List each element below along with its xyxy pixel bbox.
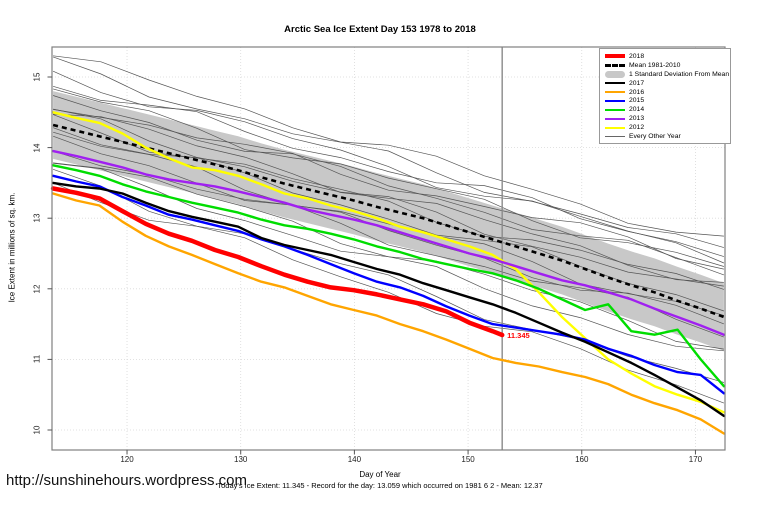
- legend-label: 2014: [629, 106, 645, 114]
- year-line: [52, 114, 725, 290]
- legend-swatch-icon: [605, 63, 625, 67]
- series-2017: [51, 181, 726, 418]
- legend-swatch-icon: [605, 91, 625, 93]
- legend-label: 1 Standard Deviation From Mean: [629, 70, 730, 78]
- stats-caption: Today's Ice Extent: 11.345 - Record for …: [217, 481, 543, 490]
- legend-swatch-icon: [605, 126, 625, 129]
- year-line: [52, 70, 725, 264]
- y-tick-label: 15: [32, 72, 42, 82]
- year-line: [53, 85, 725, 257]
- std-dev-band: [53, 91, 724, 351]
- y-tick-label: 13: [32, 213, 42, 223]
- legend-swatch-icon: [605, 99, 625, 102]
- year-line: [52, 56, 724, 248]
- y-tick-label: 11: [32, 355, 42, 364]
- legend-item: 2014: [605, 105, 728, 114]
- year-line: [53, 109, 724, 270]
- legend-swatch-icon: [605, 82, 625, 85]
- legend-label: 2012: [629, 124, 645, 132]
- year-line: [52, 95, 725, 276]
- legend-label: Every Other Year: [629, 132, 681, 140]
- site-url: http://sunshinehours.wordpress.com: [6, 472, 247, 489]
- legend-item: 1 Standard Deviation From Mean: [605, 70, 730, 79]
- legend-item: Every Other Year: [605, 132, 728, 141]
- x-tick-label: 160: [575, 455, 589, 464]
- legend-label: 2013: [629, 115, 645, 123]
- year-line: [53, 88, 724, 267]
- series-2014: [51, 164, 726, 388]
- legend-swatch-icon: [605, 108, 625, 111]
- year-line: [53, 131, 724, 316]
- plot-border: [51, 46, 726, 451]
- legend-item: 2013: [605, 114, 728, 123]
- series-2016: [51, 192, 726, 435]
- x-tick-label: 150: [461, 455, 475, 464]
- year-line: [53, 55, 724, 237]
- series-2012: [51, 111, 726, 414]
- chart-title: Arctic Sea Ice Extent Day 153 1978 to 20…: [284, 24, 476, 35]
- legend-item: 2012: [605, 123, 728, 132]
- legend-label: 2017: [629, 79, 645, 87]
- mean-line: [52, 123, 725, 319]
- legend-swatch-icon: [605, 135, 625, 137]
- series-2013: [51, 149, 726, 336]
- current-value-annotation: 11.345: [507, 331, 530, 341]
- year-line: [53, 162, 724, 352]
- legend-item: 2017: [605, 79, 728, 88]
- y-tick-label: 10: [32, 425, 42, 435]
- legend-label: Mean 1981-2010: [629, 61, 681, 69]
- legend-swatch-icon: [605, 70, 625, 78]
- x-tick-label: 170: [688, 455, 703, 464]
- legend-swatch-icon: [605, 117, 625, 120]
- legend: 2018 Mean 1981-2010 1 Standard Deviation F…: [599, 48, 731, 144]
- y-tick-label: 14: [32, 143, 42, 153]
- legend-label: 2016: [629, 88, 645, 96]
- series-2018: [50, 186, 505, 338]
- legend-swatch-icon: [605, 54, 625, 59]
- year-line: [53, 113, 724, 283]
- legend-item: 2015: [605, 96, 728, 105]
- legend-label: 2015: [629, 97, 645, 105]
- legend-item: 2018: [605, 52, 728, 61]
- legend-label: 2018: [629, 52, 645, 60]
- legend-item: 2016: [605, 88, 728, 97]
- series-2015: [51, 174, 726, 395]
- year-line: [53, 108, 724, 287]
- x-axis-label: Day of Year: [359, 470, 401, 479]
- y-axis-label: Ice Extent in millions of sq. km.: [7, 192, 17, 303]
- x-tick-label: 130: [234, 455, 248, 464]
- year-line: [52, 135, 725, 325]
- legend-item: Mean 1981-2010: [605, 61, 728, 70]
- y-tick-label: 12: [32, 284, 42, 294]
- x-tick-label: 120: [120, 455, 134, 464]
- x-tick-label: 140: [347, 455, 362, 464]
